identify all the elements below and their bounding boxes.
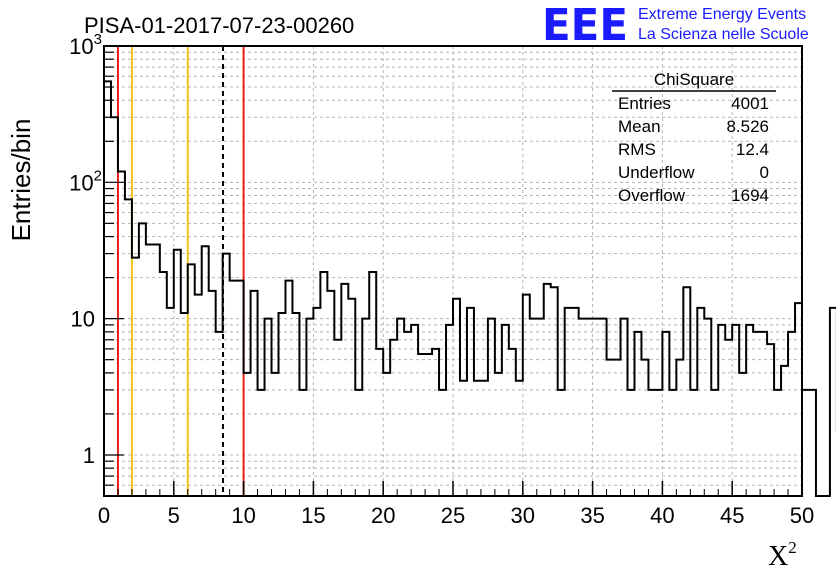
stats-value: 0 [760, 163, 769, 182]
y-tick-label: 10 [71, 307, 95, 332]
axis-ticks [103, 51, 803, 497]
stats-label: Underflow [618, 163, 695, 182]
stats-label: Overflow [618, 186, 686, 205]
stats-title: ChiSquare [654, 70, 734, 89]
stats-rows: Entries 4001 Mean 8.526 RMS 12.4 Underflow 0 Ove… [618, 94, 769, 205]
stats-label: Mean [618, 117, 661, 136]
x-tick-label: 15 [301, 503, 325, 528]
stats-value: 8.526 [726, 117, 769, 136]
x-tick-label: 35 [580, 503, 604, 528]
x-tick-label: 45 [720, 503, 744, 528]
run-title: PISA-01-2017-07-23-00260 [84, 13, 354, 38]
x-tick-label: 20 [371, 503, 395, 528]
x-tick-label: 10 [231, 503, 255, 528]
x-tick-label: 5 [168, 503, 180, 528]
stats-label: Entries [618, 94, 671, 113]
x-tick-labels: 0 5 10 15 20 25 30 35 40 45 50 [98, 503, 814, 528]
x-tick-label: 40 [650, 503, 674, 528]
stats-value: 12.4 [736, 140, 769, 159]
stats-box: ChiSquare Entries 4001 Mean 8.526 RMS 12.4 Und… [612, 70, 776, 205]
y-tick-label: 1 [83, 443, 95, 468]
y-tick-label: 103 [69, 31, 102, 59]
x-tick-label: 0 [98, 503, 110, 528]
logo-line-1: Extreme Energy Events [638, 6, 806, 23]
y-axis-title: Entries/bin [6, 119, 36, 242]
logo-line-2: La Scienza nelle Scuole [638, 26, 809, 43]
x-tick-label: 25 [441, 503, 465, 528]
x-tick-label: 50 [790, 503, 814, 528]
x-tick-label: 30 [511, 503, 535, 528]
y-tick-label: 102 [69, 167, 102, 195]
stats-value: 4001 [731, 94, 769, 113]
stats-value: 1694 [731, 186, 769, 205]
stats-label: RMS [618, 140, 656, 159]
y-tick-labels: 1 10 102 103 [69, 31, 102, 468]
eee-logo: EEE [542, 0, 628, 51]
histogram-line [103, 80, 836, 497]
x-axis-title: X2 [768, 538, 797, 572]
